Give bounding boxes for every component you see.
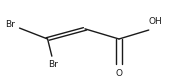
Text: OH: OH (149, 17, 162, 26)
Text: Br: Br (48, 60, 58, 69)
Text: Br: Br (5, 20, 15, 29)
Text: O: O (115, 69, 123, 78)
